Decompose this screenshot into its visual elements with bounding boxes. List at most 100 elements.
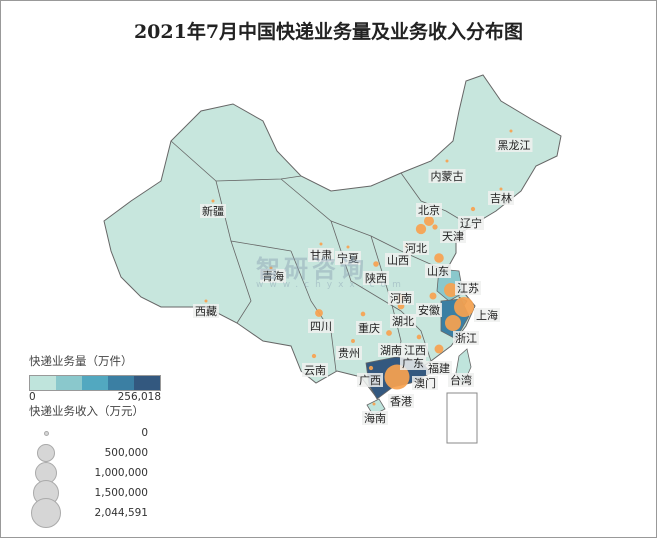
label-background	[400, 356, 426, 370]
revenue-bubble[interactable]	[434, 253, 444, 263]
south-china-sea-inset	[446, 392, 478, 444]
revenue-bubble[interactable]	[434, 344, 444, 354]
province-label: 贵州	[338, 347, 360, 360]
province-label: 四川	[310, 320, 332, 333]
revenue-bubble[interactable]	[360, 311, 366, 317]
province-label: 天津	[442, 230, 464, 243]
revenue-bubble[interactable]	[384, 364, 410, 390]
province-label: 浙江	[455, 332, 477, 345]
label-background	[302, 363, 328, 377]
revenue-bubble[interactable]	[445, 159, 449, 163]
map-title: 2021年7月中国快递业务量及业务收入分布图	[133, 21, 524, 43]
label-background	[416, 303, 442, 317]
label-background	[474, 308, 500, 322]
label-background	[363, 271, 389, 285]
province-border	[230, 240, 252, 324]
revenue-bubble[interactable]	[351, 339, 355, 343]
province-label: 上海	[476, 308, 498, 322]
size-legend-circle	[37, 444, 55, 462]
size-legend-circle	[43, 430, 49, 436]
province-label: 澳门	[414, 376, 436, 390]
province-label: 台湾	[450, 373, 472, 387]
label-background	[308, 248, 334, 262]
revenue-bubble[interactable]	[346, 245, 350, 249]
volume-color-ramp	[29, 375, 161, 391]
province-label: 吉林	[490, 191, 512, 205]
revenue-bubble[interactable]	[470, 206, 476, 212]
label-background	[385, 253, 411, 267]
province-label: 黑龙江	[498, 139, 531, 152]
province-label: 广东	[402, 357, 424, 370]
size-legend-circle	[31, 498, 61, 528]
province-label: 甘肃	[310, 249, 332, 262]
ramp-swatch	[56, 376, 82, 390]
size-legend-row: 2,044,591	[29, 498, 161, 528]
label-background	[390, 314, 416, 328]
revenue-bubble[interactable]	[368, 365, 374, 371]
province-label: 福建	[428, 361, 450, 375]
label-background	[260, 269, 286, 283]
label-background	[440, 229, 466, 243]
label-background	[416, 203, 442, 217]
size-legend-row: 1,000,000	[29, 461, 161, 485]
revenue-bubble[interactable]	[373, 261, 379, 267]
label-background	[357, 373, 383, 387]
revenue-bubble[interactable]	[499, 187, 503, 191]
label-background	[308, 319, 334, 333]
revenue-bubble[interactable]	[416, 334, 422, 340]
volume-max: 256,018	[117, 391, 161, 403]
volume-min: 0	[29, 391, 36, 403]
revenue-bubble[interactable]	[423, 215, 435, 227]
label-background	[388, 291, 414, 305]
label-background	[378, 343, 404, 357]
revenue-bubble[interactable]	[372, 402, 376, 406]
revenue-legend-title: 快递业务收入（万元）	[29, 404, 144, 418]
province-label: 北京	[418, 203, 440, 217]
watermark: 智研咨询 www.chyxx.com	[256, 249, 407, 290]
province-label: 广西	[359, 374, 381, 387]
province-label: 新疆	[202, 204, 224, 218]
province-label: 海南	[364, 411, 386, 425]
ramp-swatch	[134, 376, 160, 390]
revenue-bubble[interactable]	[509, 129, 513, 133]
label-background	[388, 394, 414, 408]
ramp-swatch	[82, 376, 108, 390]
label-background	[403, 241, 429, 255]
revenue-bubble[interactable]	[429, 292, 437, 300]
label-background	[425, 264, 451, 278]
revenue-bubble[interactable]	[432, 224, 438, 230]
revenue-bubble[interactable]	[269, 266, 273, 270]
province-label: 宁夏	[337, 251, 359, 265]
revenue-bubble[interactable]	[415, 223, 427, 235]
size-legend-label: 0	[141, 427, 148, 439]
ramp-swatch	[30, 376, 56, 390]
label-background	[402, 343, 428, 357]
label-background	[336, 346, 362, 360]
province-label: 安徽	[418, 303, 440, 317]
revenue-bubble[interactable]	[204, 299, 208, 303]
province-border	[170, 140, 302, 182]
province-label: 山东	[427, 265, 449, 278]
revenue-bubble[interactable]	[211, 199, 215, 203]
size-legend-label: 1,000,000	[94, 467, 148, 479]
province-label: 云南	[304, 364, 326, 377]
revenue-bubble[interactable]	[311, 353, 317, 359]
size-legend-label: 1,500,000	[94, 487, 148, 499]
revenue-bubble[interactable]	[386, 330, 392, 336]
revenue-bubble[interactable]	[319, 242, 323, 246]
volume-legend-title: 快递业务量（万件）	[29, 354, 133, 368]
province-label: 香港	[390, 395, 412, 408]
label-background	[426, 361, 452, 375]
label-background	[458, 216, 484, 230]
province-label: 辽宁	[460, 216, 482, 230]
label-background	[335, 251, 361, 265]
revenue-bubble[interactable]	[454, 297, 474, 317]
province-label: 河南	[390, 292, 412, 305]
watermark-url: www.chyxx.com	[256, 280, 407, 290]
label-background	[455, 281, 481, 295]
label-background	[200, 204, 226, 218]
revenue-bubble[interactable]	[444, 314, 462, 332]
revenue-bubble[interactable]	[315, 309, 323, 317]
revenue-bubble[interactable]	[444, 283, 458, 297]
